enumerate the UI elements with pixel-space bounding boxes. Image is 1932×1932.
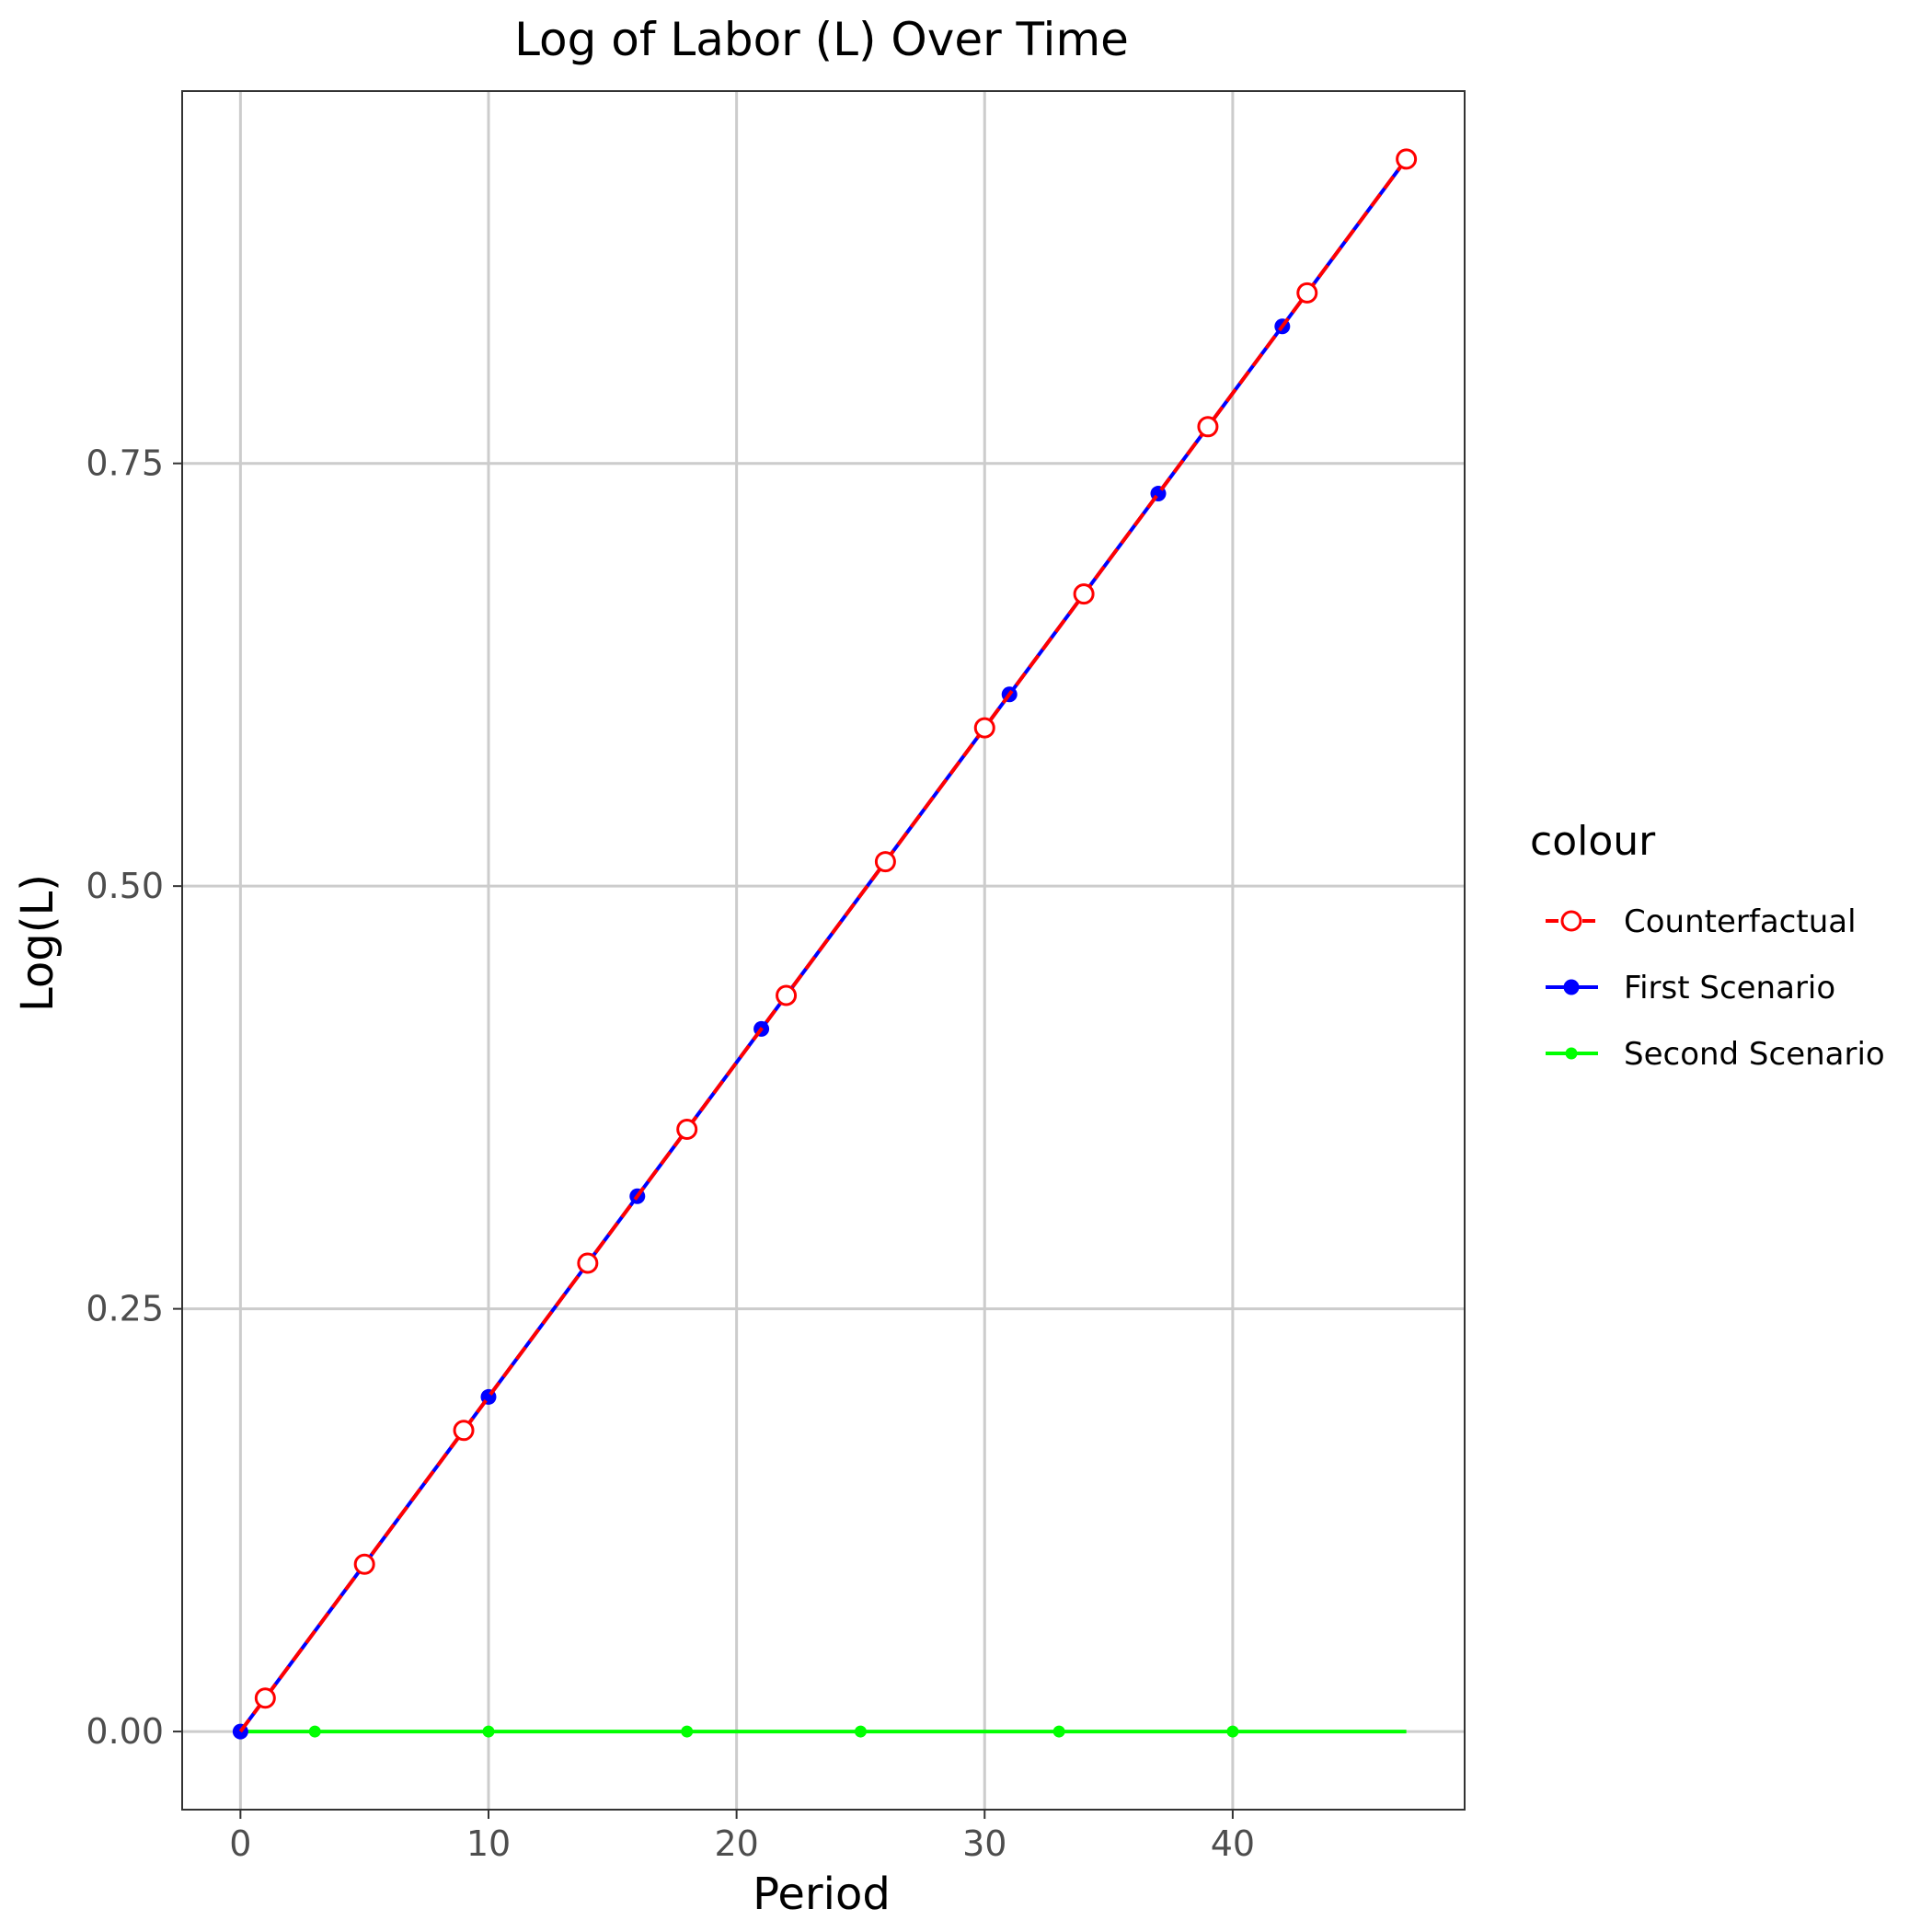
data-point xyxy=(973,717,995,739)
x-tick-label: 30 xyxy=(962,1823,1006,1864)
legend-item-second-scenario: Second Scenario xyxy=(1546,1036,1885,1073)
x-tick-label: 10 xyxy=(466,1823,511,1864)
series-second-scenario xyxy=(240,1725,1407,1738)
data-point xyxy=(874,851,896,873)
y-tick-label: 0.50 xyxy=(86,866,164,906)
data-point xyxy=(1052,1725,1065,1738)
data-point xyxy=(1226,1725,1239,1738)
data-point xyxy=(1197,416,1219,438)
series-counterfactual xyxy=(238,148,1418,1733)
data-point xyxy=(681,1725,694,1738)
data-point xyxy=(453,1420,475,1442)
x-tick-label: 40 xyxy=(1211,1823,1255,1864)
legend-key-marker xyxy=(1563,979,1580,995)
data-point xyxy=(482,1725,495,1738)
legend-item-first-scenario: First Scenario xyxy=(1546,970,1835,1006)
series-layer xyxy=(232,148,1418,1740)
x-tick-label: 0 xyxy=(229,1823,251,1864)
data-point xyxy=(254,1687,276,1709)
legend-label: Second Scenario xyxy=(1624,1036,1885,1073)
y-tick-label: 0.75 xyxy=(86,443,164,484)
y-tick-label: 0.00 xyxy=(86,1711,164,1752)
data-point xyxy=(676,1119,698,1141)
plot-panel-border xyxy=(181,90,1466,1811)
legend-key-marker xyxy=(1565,1047,1578,1060)
y-axis: 0.00 0.25 0.50 0.75 xyxy=(86,443,182,1752)
legend-label: First Scenario xyxy=(1624,970,1835,1006)
x-axis: 0 10 20 30 40 xyxy=(229,1810,1255,1864)
data-point xyxy=(1396,148,1418,170)
data-point xyxy=(776,984,798,1006)
legend-item-counterfactual: Counterfactual xyxy=(1546,903,1857,940)
x-tick-label: 20 xyxy=(714,1823,758,1864)
data-point xyxy=(353,1553,375,1575)
chart-title: Log of Labor (L) Over Time xyxy=(514,13,1129,66)
legend-label: Counterfactual xyxy=(1624,903,1857,940)
legend-key-marker xyxy=(1560,910,1582,932)
data-point xyxy=(1296,282,1318,304)
series-line-counterfactual xyxy=(238,157,1409,1733)
data-point xyxy=(854,1725,867,1738)
legend: colour Counterfactual First Scenario Secon… xyxy=(1530,818,1885,1073)
data-point xyxy=(1073,583,1095,605)
x-axis-title: Period xyxy=(753,1869,891,1920)
data-point xyxy=(308,1725,321,1738)
legend-title: colour xyxy=(1530,818,1656,865)
y-axis-title: Log(L) xyxy=(12,874,63,1012)
data-point xyxy=(577,1252,599,1274)
y-tick-label: 0.25 xyxy=(86,1289,164,1329)
